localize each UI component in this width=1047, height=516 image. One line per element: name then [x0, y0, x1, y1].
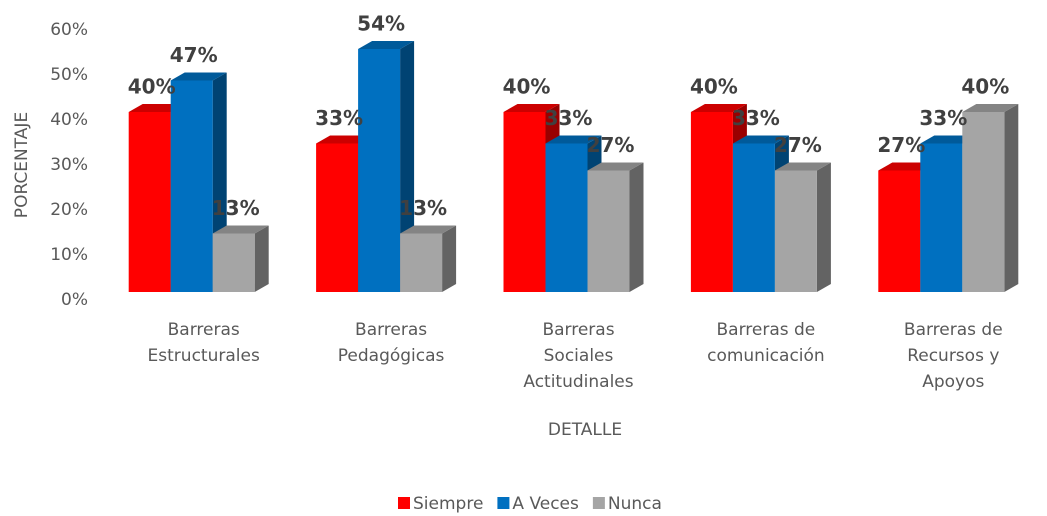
bar: [128, 112, 171, 292]
bar-top: [587, 162, 644, 171]
value-label: 33%: [919, 106, 967, 130]
y-tick-label: 20%: [50, 200, 88, 220]
bar: [400, 233, 443, 292]
bar-top: [690, 104, 747, 112]
bar-top: [503, 104, 560, 112]
bar: [732, 143, 775, 292]
value-label: 47%: [170, 43, 218, 67]
value-label: 33%: [545, 106, 593, 130]
bar: [170, 80, 213, 292]
bar-top: [774, 162, 831, 171]
legend-label: Nunca: [608, 494, 662, 514]
y-axis-label: PORCENTAJE: [12, 112, 32, 218]
legend-swatch: [497, 497, 510, 509]
bar-side: [816, 162, 831, 292]
y-tick-label: 60%: [50, 20, 88, 40]
bar: [690, 112, 733, 292]
bar: [774, 170, 817, 292]
x-tick-label: Barreras de Recursos y Apoyos: [903, 320, 1003, 392]
bar-top: [400, 225, 457, 234]
bar-top: [962, 104, 1019, 112]
bar-side: [1004, 104, 1019, 292]
value-label: 33%: [315, 106, 363, 130]
legend-label: A Veces: [512, 494, 579, 514]
bar-top: [358, 41, 415, 49]
bar: [878, 170, 921, 292]
bar-top: [170, 72, 227, 81]
x-tick-label: Barreras Pedagógicas: [337, 320, 445, 366]
bar-top: [545, 135, 602, 144]
x-axis-label: DETALLE: [548, 420, 622, 440]
legend-swatch: [398, 497, 410, 509]
y-tick-label: 10%: [50, 245, 88, 265]
value-label: 27%: [877, 133, 925, 157]
x-tick-label: Barreras de comunicación: [707, 320, 825, 366]
x-tick-label: Barreras Sociales Actitudinales: [523, 320, 634, 392]
legend-label: Siempre: [413, 494, 483, 514]
bar: [316, 143, 359, 292]
bar: [545, 143, 588, 292]
value-label: 27%: [587, 133, 635, 157]
bar: [358, 49, 401, 292]
value-label: 13%: [399, 196, 447, 220]
bar: [212, 233, 255, 292]
bar-side: [442, 225, 457, 292]
value-label: 40%: [128, 75, 176, 99]
value-label: 40%: [690, 75, 738, 99]
y-tick-label: 0%: [61, 290, 88, 310]
bar: [587, 170, 630, 292]
x-tick-label: Barreras Estructurales: [147, 320, 260, 366]
value-label: 54%: [357, 12, 405, 36]
bar-side: [629, 162, 644, 292]
bar-top: [732, 135, 789, 144]
bar: [920, 143, 963, 292]
y-tick-label: 50%: [50, 65, 88, 85]
value-label: 40%: [503, 75, 551, 99]
value-label: 33%: [732, 106, 780, 130]
value-label: 40%: [961, 75, 1009, 99]
y-tick-label: 40%: [50, 110, 88, 130]
bar-side: [254, 225, 269, 292]
legend-swatch: [592, 497, 605, 509]
value-label: 27%: [774, 133, 822, 157]
y-tick-label: 30%: [50, 155, 88, 175]
bar: [962, 112, 1005, 292]
bar-top: [212, 225, 269, 234]
bar: [503, 112, 546, 292]
value-label: 13%: [212, 196, 260, 220]
